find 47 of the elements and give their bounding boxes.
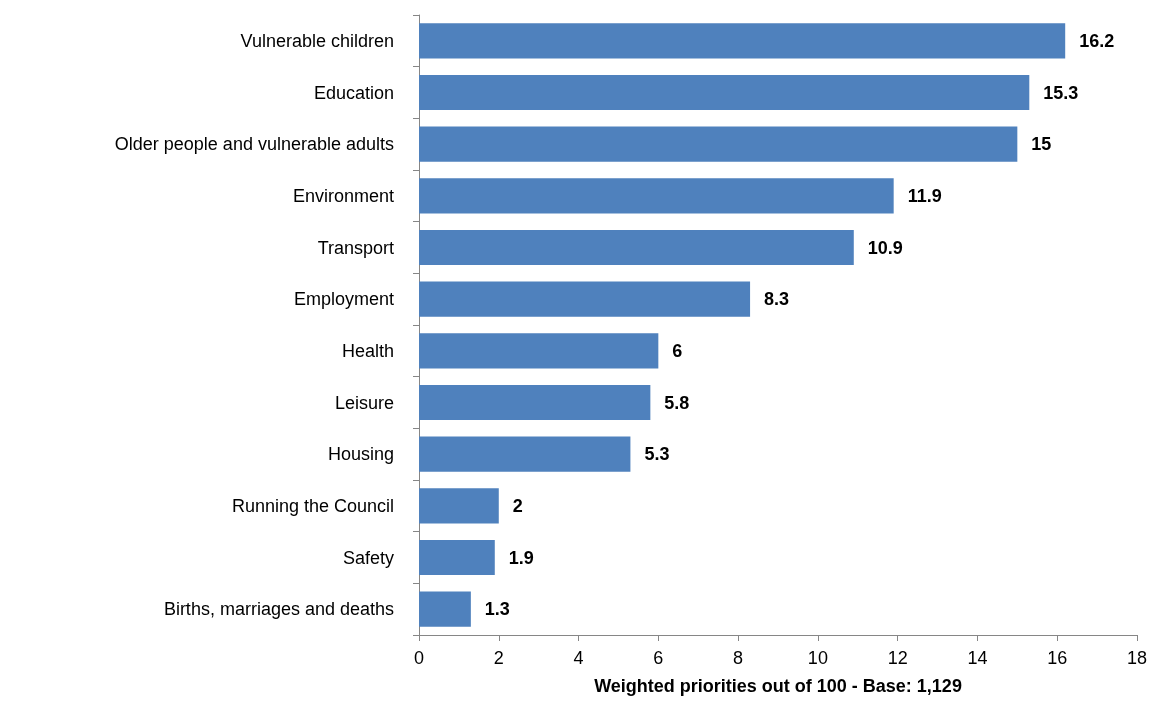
- bar: [419, 281, 751, 317]
- y-tick-label: Older people and vulnerable adults: [114, 134, 394, 155]
- x-tick-label: 8: [733, 648, 744, 668]
- data-label: 15: [1031, 134, 1052, 155]
- data-label: 11.9: [907, 185, 942, 206]
- x-tick-label: 10: [807, 648, 828, 668]
- bar: [419, 384, 651, 421]
- y-tick-label: Leisure: [334, 392, 394, 413]
- y-tick-label: Housing: [327, 444, 394, 465]
- bar: [419, 333, 659, 369]
- data-label: 8.3: [764, 289, 790, 310]
- bar: [419, 126, 1018, 162]
- x-tick-label: 4: [573, 648, 584, 668]
- bar: [419, 436, 631, 472]
- x-tick-label: 16: [1047, 648, 1068, 668]
- data-label: 15.3: [1043, 82, 1079, 103]
- x-tick-label: 18: [1126, 648, 1148, 668]
- data-label: 2: [512, 495, 523, 516]
- bar: [419, 591, 471, 627]
- y-tick-label: Employment: [293, 289, 394, 310]
- data-label: 1.3: [484, 599, 510, 620]
- y-tick-label: Education: [313, 82, 394, 103]
- data-label: 5.3: [644, 444, 670, 465]
- bar: [419, 488, 499, 524]
- bar: [419, 539, 495, 576]
- bar: [419, 23, 1066, 59]
- y-tick-label: Running the Council: [231, 495, 394, 516]
- data-label: 1.9: [508, 547, 534, 568]
- x-tick-label: 12: [887, 648, 908, 668]
- x-tick-label: 6: [653, 648, 664, 668]
- bar: [419, 178, 894, 214]
- bar: [419, 229, 854, 266]
- y-tick-label: Births, marriages and deaths: [163, 599, 394, 620]
- x-tick-label: 0: [413, 648, 425, 668]
- y-tick-label: Transport: [317, 237, 394, 258]
- data-label: 10.9: [867, 237, 903, 258]
- data-label: 16.2: [1079, 30, 1115, 51]
- x-axis-title: Weighted priorities out of 100 - Base: 1,129: [594, 676, 962, 696]
- y-tick-label: Vulnerable children: [240, 30, 394, 51]
- y-tick-label: Safety: [342, 547, 394, 568]
- x-tick-label: 14: [967, 648, 988, 668]
- data-label: 6: [672, 340, 683, 361]
- bar: [419, 74, 1030, 111]
- x-tick-label: 2: [493, 648, 504, 668]
- y-tick-label: Health: [341, 340, 394, 361]
- y-tick-label: Environment: [292, 185, 394, 206]
- data-label: 5.8: [664, 392, 690, 413]
